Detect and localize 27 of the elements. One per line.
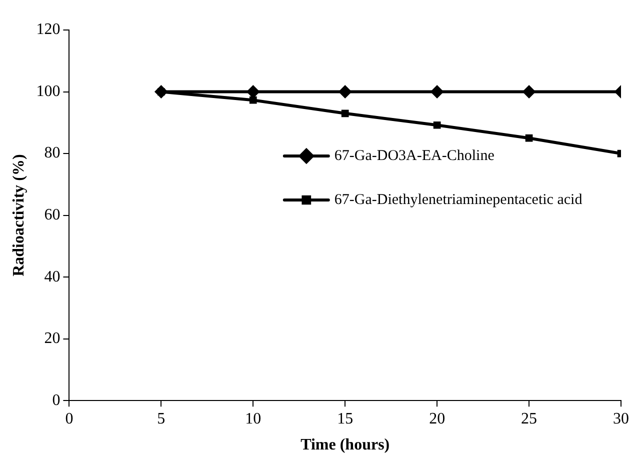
x-axis-title: Time (hours) [300, 436, 390, 454]
point [246, 85, 260, 98]
x-tick-label: 0 [65, 410, 74, 428]
y-tick-label: 20 [44, 330, 60, 348]
x-tick-label: 5 [157, 410, 166, 428]
x-tick-label: 15 [337, 410, 354, 428]
y-tick-label: 120 [36, 21, 60, 38]
y-tick-label: 100 [36, 82, 60, 100]
point [525, 134, 533, 142]
y-tick-label: 60 [44, 206, 60, 224]
y-tick-label: 80 [44, 144, 60, 162]
point [154, 85, 168, 98]
legend-label: 67-Ga-Diethylenetriaminepentacetic acid [334, 192, 583, 208]
y-axis-title: Radioactivity (%) [10, 154, 28, 276]
x-tick-label: 10 [245, 410, 262, 428]
point [338, 85, 352, 98]
legend-label: 67-Ga-DO3A-EA-Choline [334, 148, 495, 164]
point [430, 85, 444, 98]
point [433, 121, 441, 129]
y-tick-label: 40 [44, 268, 60, 286]
x-tick-label: 30 [613, 410, 629, 428]
y-tick-label: 0 [52, 392, 60, 409]
point [249, 96, 257, 104]
x-tick-label: 20 [429, 410, 446, 428]
x-tick-label: 25 [521, 410, 538, 428]
point [522, 85, 536, 98]
point [341, 110, 349, 118]
